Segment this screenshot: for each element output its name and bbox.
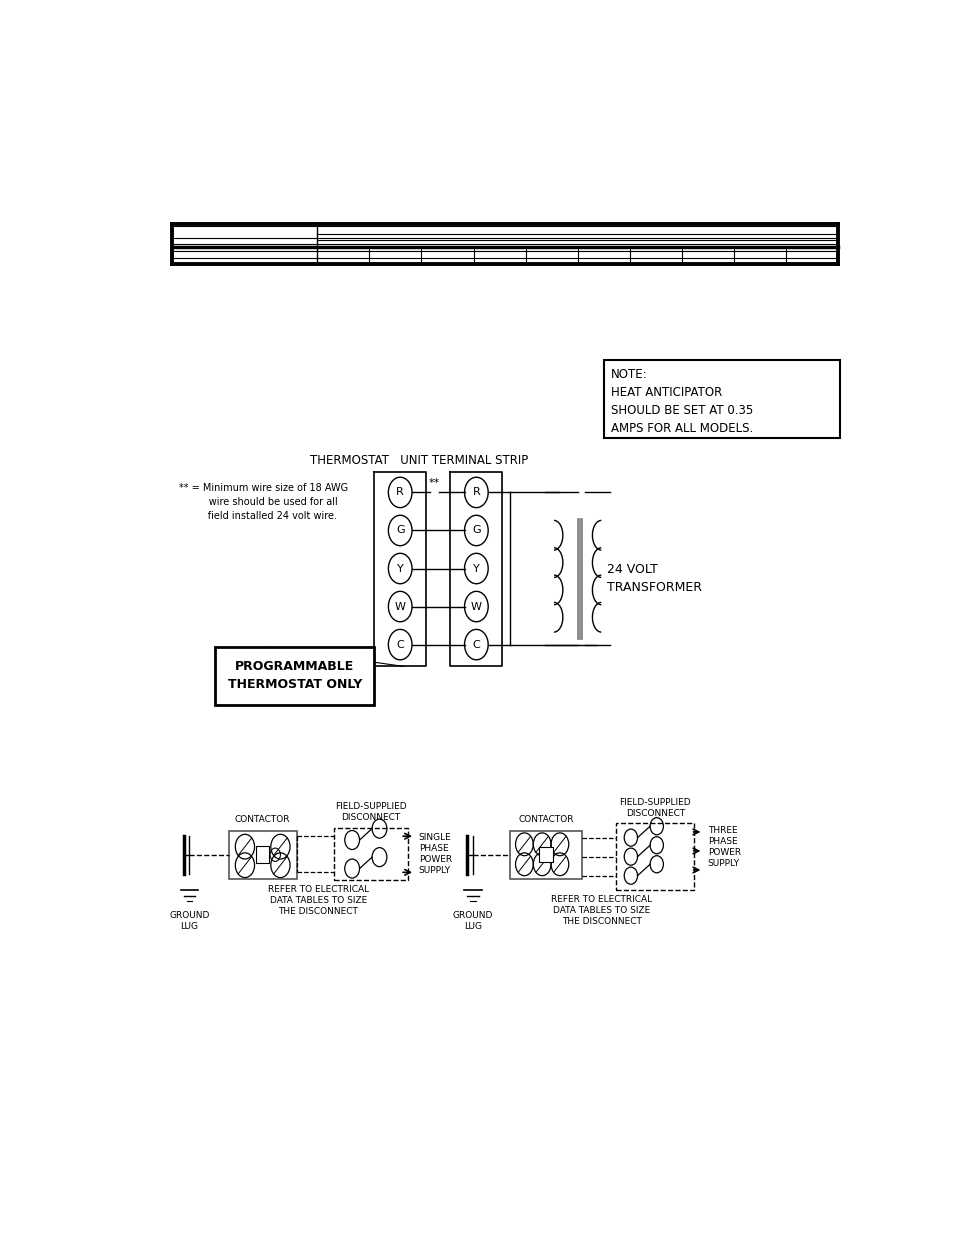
Bar xyxy=(603,361,840,438)
Text: W: W xyxy=(395,601,405,611)
Text: FIELD-SUPPLIED
DISCONNECT: FIELD-SUPPLIED DISCONNECT xyxy=(618,798,690,818)
Text: C: C xyxy=(472,640,479,650)
Bar xyxy=(538,847,552,862)
Text: REFER TO ELECTRICAL
DATA TABLES TO SIZE
THE DISCONNECT: REFER TO ELECTRICAL DATA TABLES TO SIZE … xyxy=(551,894,652,926)
Bar xyxy=(229,831,296,878)
Text: CONTACTOR: CONTACTOR xyxy=(234,815,290,824)
Text: G: G xyxy=(472,525,480,536)
Text: PROGRAMMABLE
THERMOSTAT ONLY: PROGRAMMABLE THERMOSTAT ONLY xyxy=(228,661,361,692)
Bar xyxy=(215,647,374,704)
Text: FIELD-SUPPLIED
DISCONNECT: FIELD-SUPPLIED DISCONNECT xyxy=(335,803,406,823)
Text: **: ** xyxy=(428,478,439,488)
Text: C: C xyxy=(395,640,404,650)
Text: ** = Minimum wire size of 18 AWG
      wire should be used for all
      field i: ** = Minimum wire size of 18 AWG wire sh… xyxy=(178,483,348,521)
Bar xyxy=(255,846,269,863)
Text: CONTACTOR: CONTACTOR xyxy=(517,815,573,824)
Text: NOTE:
HEAT ANTICIPATOR
SHOULD BE SET AT 0.35
AMPS FOR ALL MODELS.: NOTE: HEAT ANTICIPATOR SHOULD BE SET AT … xyxy=(610,368,752,435)
Text: THREE
PHASE
POWER
SUPPLY: THREE PHASE POWER SUPPLY xyxy=(707,826,740,868)
Text: Y: Y xyxy=(473,563,479,573)
Text: GROUND
LUG: GROUND LUG xyxy=(169,911,210,931)
Text: R: R xyxy=(395,488,404,498)
Text: REFER TO ELECTRICAL
DATA TABLES TO SIZE
THE DISCONNECT: REFER TO ELECTRICAL DATA TABLES TO SIZE … xyxy=(267,885,368,916)
Bar xyxy=(616,824,694,890)
Text: Y: Y xyxy=(396,563,403,573)
Bar xyxy=(509,831,581,878)
Text: SINGLE
PHASE
POWER
SUPPLY: SINGLE PHASE POWER SUPPLY xyxy=(418,834,452,876)
Text: G: G xyxy=(395,525,404,536)
Text: 24 VOLT
TRANSFORMER: 24 VOLT TRANSFORMER xyxy=(606,562,701,594)
Text: R: R xyxy=(472,488,479,498)
Text: GROUND
LUG: GROUND LUG xyxy=(452,911,493,931)
Text: W: W xyxy=(471,601,481,611)
Text: THERMOSTAT   UNIT TERMINAL STRIP: THERMOSTAT UNIT TERMINAL STRIP xyxy=(309,453,527,467)
Bar xyxy=(334,829,407,881)
